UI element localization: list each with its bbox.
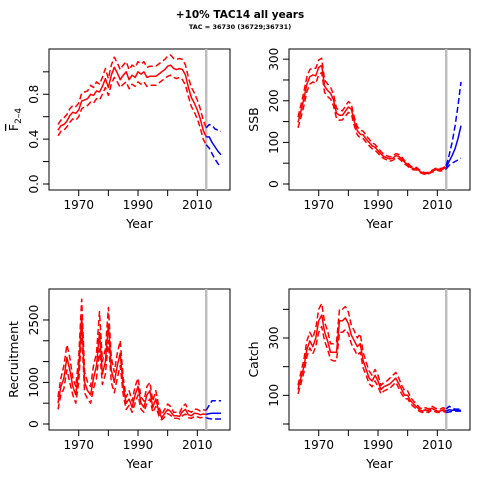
ssb-proj-lower-line [445,157,462,170]
recruitment-proj-median-line [206,412,221,416]
catch-panel: 1970 1990 2010 100 300 Year Catch [246,288,471,471]
catch-hist-lower-line [297,325,447,414]
y-tick-label: 0.0 [27,174,41,193]
fbar-hist-median-line [57,64,207,138]
x-axis-label: Year [125,456,153,471]
x-tick-label: 1970 [303,198,334,212]
catch-proj-lower-line [446,410,461,414]
chart-title: +10% TAC14 all years [175,9,305,21]
fbar-proj-upper-line [205,123,222,133]
chart-subtitle: TAC = 36730 (36729;36731) [188,23,292,31]
y-axis-label: F2–4 [6,108,24,131]
recruitment-panel: 1970 1990 2010 0 1000 2500 Year Recruitment [6,288,231,471]
y-tick-label: 100 [267,131,281,154]
catch-hist-median-line [297,314,447,412]
y-axis-label: Catch [246,341,261,377]
x-tick-label: 1970 [63,198,94,212]
x-axis-label: Year [365,216,393,231]
catch-hist-upper-line [297,302,447,410]
y-tick-label: 1000 [27,367,41,398]
ssb-hist-upper-line [297,57,447,174]
y-tick-label: 2500 [27,305,41,336]
y-tick-label: 300 [267,48,281,71]
recruitment-proj-upper-line [205,399,221,411]
y-axis-label: Recruitment [6,321,21,398]
fbar-proj-lower-line [205,144,222,168]
x-tick-label: 1970 [303,438,334,452]
catch-proj-upper-line [445,405,461,410]
ssb-proj-median-line [445,125,462,168]
ssb-hist-lower-line [297,71,447,176]
x-tick-label: 1990 [363,198,394,212]
x-axis-label: Year [125,216,153,231]
y-tick-label: 0.8 [27,85,41,104]
y-tick-label: 0 [27,420,41,428]
plot-frame [48,288,231,431]
x-tick-label: 2010 [422,198,453,212]
recruitment-hist-upper-line [57,298,207,416]
x-tick-label: 1970 [63,438,94,452]
y-axis-label: SSB [246,107,261,131]
ssb-hist-median-line [297,64,447,175]
y-tick-label: 100 [267,384,281,407]
x-tick-label: 1990 [123,438,154,452]
x-tick-label: 1990 [363,438,394,452]
x-tick-label: 2010 [182,438,213,452]
plot-frame [288,288,471,431]
catch-proj-median-line [445,408,461,412]
plot-frame [288,48,471,191]
x-tick-label: 2010 [182,198,213,212]
y-tick-label: 0 [267,180,281,188]
plot-frame [48,48,231,191]
y-tick-label: 300 [267,327,281,350]
fbar-panel: 1970 1990 2010 0.0 0.4 0.8 Year F2–4 [6,48,231,231]
ssb-proj-upper-line [445,81,462,166]
recruitment-proj-lower-line [206,417,221,420]
recruitment-hist-lower-line [57,331,207,421]
x-tick-label: 2010 [422,438,453,452]
fbar-hist-lower-line [57,74,207,146]
y-tick-label: 0.4 [27,130,41,149]
y-tick-label: 200 [267,89,281,112]
fbar-hist-upper-line [57,54,207,129]
ssb-panel: 1970 1990 2010 0 100 200 300 Year SSB [246,48,471,231]
x-tick-label: 1990 [123,198,154,212]
fbar-proj-median-line [206,136,222,156]
x-axis-label: Year [365,456,393,471]
